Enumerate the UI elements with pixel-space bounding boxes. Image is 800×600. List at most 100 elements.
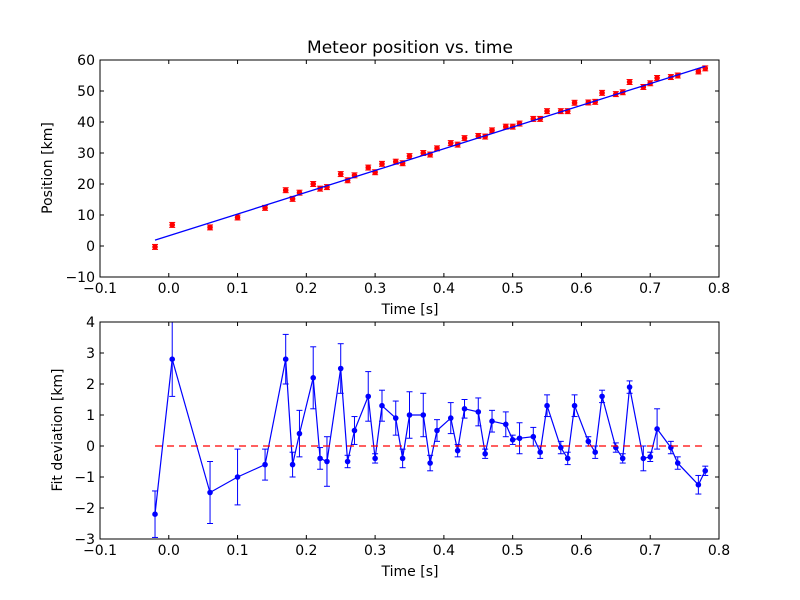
deviation-chart-ticks: −0.1 0.0 0.1 0.2 0.3 0.4 0.5 0.6 0.7 0.8 −3 −2 −1 0 1 2… <box>74 315 730 559</box>
x-tick-label: 0.0 <box>158 543 180 559</box>
x-tick-label: 0.4 <box>433 543 455 559</box>
data-point <box>262 461 268 468</box>
y-axis-label: Position [km] <box>40 122 56 214</box>
data-point <box>282 187 289 193</box>
x-tick-label: 0.5 <box>502 281 524 297</box>
data-point <box>379 161 385 167</box>
data-point <box>626 384 633 390</box>
data-point <box>427 460 433 466</box>
data-point <box>399 455 406 462</box>
x-tick-label: 0.5 <box>502 543 524 559</box>
y-tick-label: −1 <box>74 470 95 486</box>
data-point <box>234 474 241 480</box>
x-tick-label: 0.8 <box>708 543 730 559</box>
data-point <box>169 222 176 228</box>
data-point <box>599 393 605 400</box>
y-tick-label: −10 <box>65 270 95 286</box>
data-point <box>599 90 605 96</box>
data-point <box>454 447 461 454</box>
x-tick-label: 0.4 <box>433 281 455 297</box>
data-point <box>592 449 599 456</box>
data-point <box>420 412 427 418</box>
y-tick-label: 50 <box>77 84 95 100</box>
data-point <box>169 356 176 363</box>
data-point <box>310 181 317 187</box>
x-tick-label: 0.6 <box>570 281 592 297</box>
x-tick-label: 0.1 <box>226 543 248 559</box>
data-point <box>289 461 296 468</box>
data-point <box>406 412 413 418</box>
x-tick-label: 0.2 <box>295 281 317 297</box>
y-tick-label: 0 <box>86 239 95 255</box>
data-point <box>461 406 468 412</box>
data-point <box>337 365 344 372</box>
x-axis-label: Time [s] <box>381 302 439 318</box>
data-point <box>447 140 454 146</box>
y-axis-label: Fit deviation [km] <box>50 368 66 491</box>
x-tick-label: 0.6 <box>570 543 592 559</box>
data-point <box>674 460 681 466</box>
data-point <box>447 415 454 421</box>
x-tick-label: −0.1 <box>83 281 117 297</box>
data-point <box>654 75 660 81</box>
data-point <box>392 415 399 421</box>
deviation-chart-marks <box>152 322 709 538</box>
data-point <box>324 458 330 465</box>
y-tick-label: 30 <box>77 146 95 162</box>
data-point <box>282 356 289 363</box>
data-point <box>296 430 303 437</box>
x-tick-label: 0.8 <box>708 281 730 297</box>
data-point <box>647 454 654 460</box>
data-point <box>544 108 550 114</box>
data-point <box>337 171 344 177</box>
fit-line <box>154 65 706 241</box>
y-tick-label: 20 <box>77 177 95 193</box>
data-point <box>310 375 317 381</box>
y-tick-label: 60 <box>77 53 95 69</box>
y-tick-label: −2 <box>74 501 95 517</box>
y-tick-label: 4 <box>86 315 95 331</box>
data-point <box>702 468 709 474</box>
data-point <box>571 402 578 409</box>
plot-frame <box>99 321 720 540</box>
data-point <box>152 244 158 250</box>
y-tick-label: 40 <box>77 115 95 131</box>
data-point <box>207 224 213 231</box>
deviation-chart: −0.1 0.0 0.1 0.2 0.3 0.4 0.5 0.6 0.7 0.8 −3 −2 −1 0 1 2… <box>50 315 730 580</box>
x-tick-label: 0.2 <box>295 543 317 559</box>
data-point <box>489 127 495 134</box>
data-point <box>571 99 578 106</box>
data-point <box>626 79 633 85</box>
data-point <box>695 481 702 488</box>
data-point <box>317 455 323 462</box>
x-tick-label: 0.7 <box>639 281 661 297</box>
data-point <box>482 450 488 457</box>
data-point <box>558 444 564 451</box>
y-tick-label: 10 <box>77 208 95 224</box>
y-tick-label: 1 <box>86 408 95 424</box>
data-point <box>516 435 523 442</box>
data-point <box>344 458 351 465</box>
y-tick-label: 3 <box>86 346 95 362</box>
data-point <box>379 402 385 409</box>
data-point <box>654 426 660 432</box>
x-tick-label: 0.1 <box>226 281 248 297</box>
data-point <box>372 455 378 462</box>
x-tick-label: 0.3 <box>364 281 386 297</box>
data-point <box>564 455 571 462</box>
data-point <box>234 214 241 221</box>
data-point <box>152 511 158 518</box>
data-point <box>640 455 647 462</box>
plot-frame <box>99 59 720 278</box>
data-point <box>475 409 482 415</box>
data-point <box>530 433 537 440</box>
x-tick-label: 0.3 <box>364 543 386 559</box>
data-point <box>351 427 358 434</box>
x-axis-label: Time [s] <box>381 564 439 580</box>
x-tick-label: 0.0 <box>158 281 180 297</box>
data-point <box>406 153 413 159</box>
x-tick-label: 0.7 <box>639 543 661 559</box>
data-point <box>509 437 516 443</box>
